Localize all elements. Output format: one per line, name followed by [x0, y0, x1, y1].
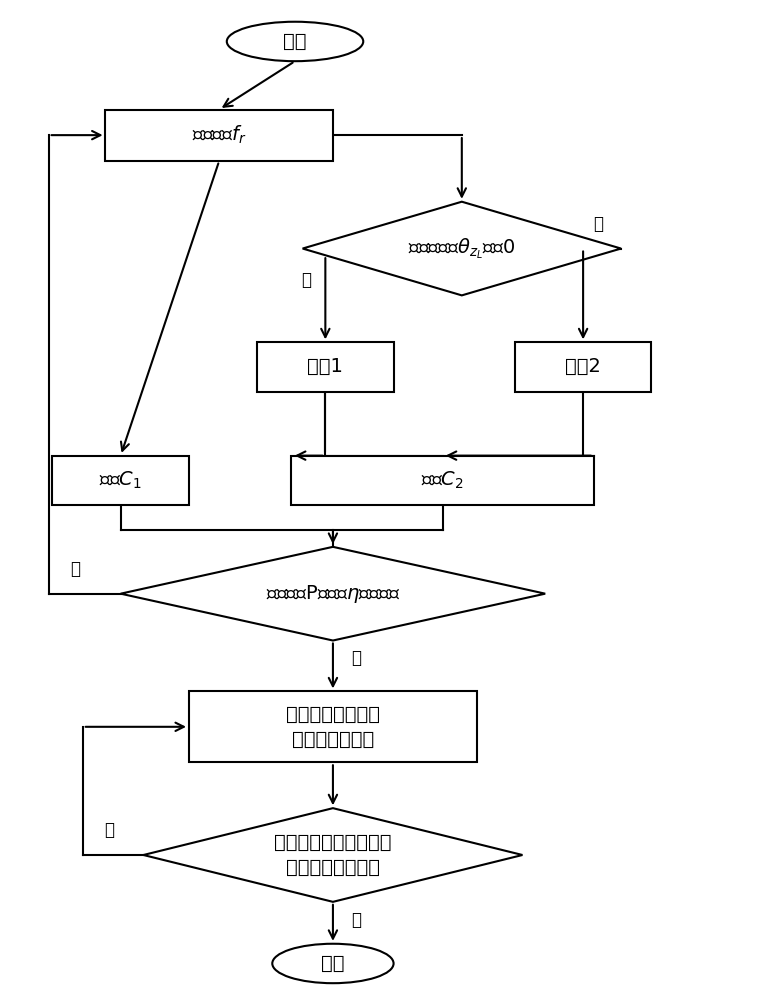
FancyBboxPatch shape [106, 109, 333, 161]
Text: 结束: 结束 [321, 954, 344, 973]
Text: 设置频率$f_r$: 设置频率$f_r$ [192, 124, 246, 146]
FancyBboxPatch shape [189, 691, 477, 762]
Text: 开始: 开始 [283, 32, 306, 51]
Text: 是: 是 [301, 271, 311, 289]
Text: 算法1: 算法1 [307, 357, 344, 376]
FancyBboxPatch shape [515, 342, 652, 392]
Polygon shape [144, 808, 523, 902]
Text: 改变$C_2$: 改变$C_2$ [422, 470, 464, 491]
Polygon shape [303, 202, 621, 295]
Text: 高频功率电源开关器件
达到最佳开关状态: 高频功率电源开关器件 达到最佳开关状态 [274, 833, 391, 877]
Polygon shape [120, 547, 545, 641]
FancyBboxPatch shape [257, 342, 394, 392]
Text: 改变$C_1$: 改变$C_1$ [99, 470, 142, 491]
Text: 调节阻抗变换网络
可变无源元件値: 调节阻抗变换网络 可变无源元件値 [286, 705, 380, 749]
FancyBboxPatch shape [291, 456, 594, 505]
Text: 否: 否 [593, 215, 603, 233]
Ellipse shape [227, 22, 364, 61]
Text: 否: 否 [70, 560, 80, 578]
Text: 是: 是 [350, 649, 361, 667]
Ellipse shape [273, 944, 394, 983]
Text: 传输功率P、效率$\eta$满足要求: 传输功率P、效率$\eta$满足要求 [266, 583, 400, 605]
FancyBboxPatch shape [52, 456, 189, 505]
Text: 是: 是 [350, 911, 361, 929]
Text: 否: 否 [104, 821, 114, 839]
Text: 算法2: 算法2 [565, 357, 601, 376]
Text: 负载阻抗角$\theta_{z_L}$等于0: 负载阻抗角$\theta_{z_L}$等于0 [408, 236, 516, 261]
